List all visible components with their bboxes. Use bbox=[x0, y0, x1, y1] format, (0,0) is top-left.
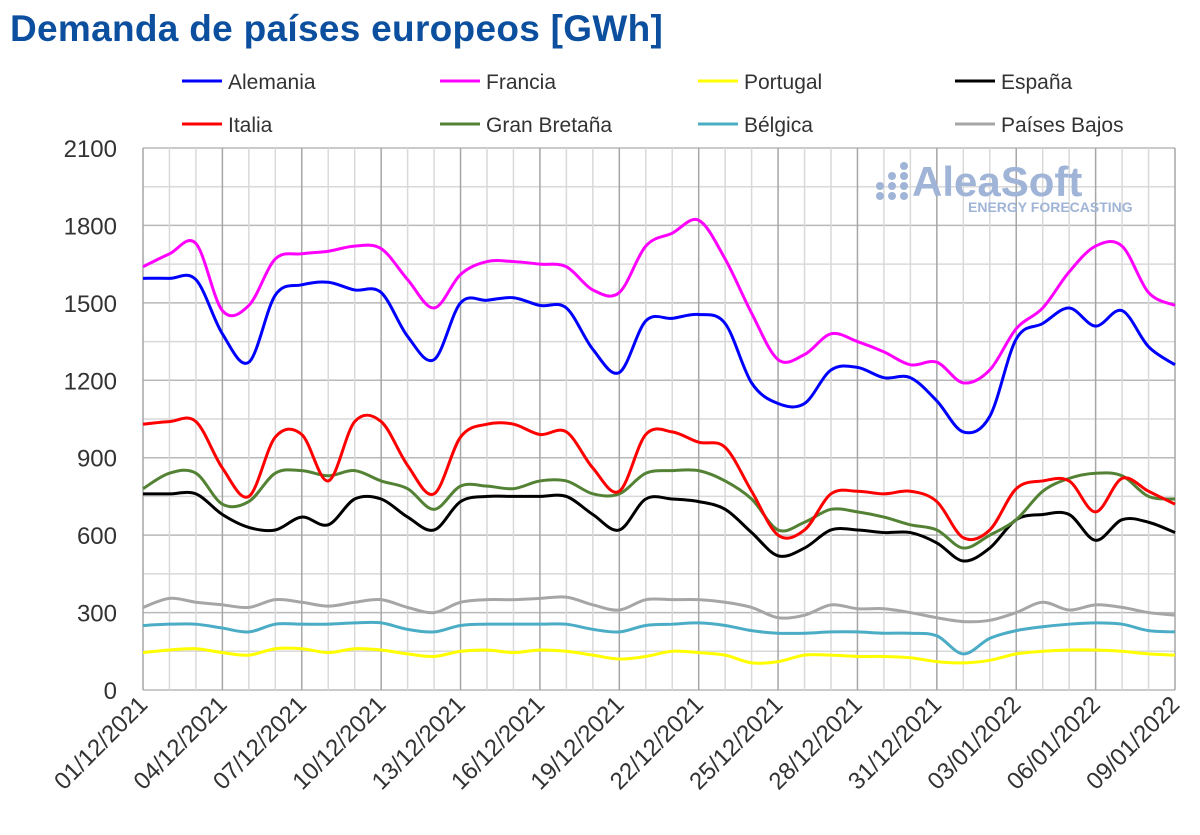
legend-label-bélgica: Bélgica bbox=[744, 114, 813, 137]
legend-label-alemania: Alemania bbox=[228, 71, 316, 94]
y-tick-label: 1500 bbox=[64, 291, 117, 318]
series-line-portugal bbox=[142, 646, 1176, 665]
watermark-dot bbox=[900, 162, 908, 170]
watermark-dot bbox=[876, 192, 884, 200]
series-line-españa bbox=[143, 490, 1176, 563]
y-tick-label: 0 bbox=[104, 678, 117, 705]
watermark-dot bbox=[900, 172, 908, 180]
y-tick-label: 2100 bbox=[64, 136, 117, 163]
watermark-dot bbox=[900, 192, 908, 200]
legend-label-italia: Italia bbox=[228, 114, 273, 137]
series-line-francia bbox=[142, 217, 1176, 385]
y-tick-label: 1800 bbox=[64, 213, 117, 240]
series-line-gran-bretaña bbox=[142, 468, 1176, 550]
series-line-países-bajos bbox=[142, 595, 1176, 624]
watermark-dot bbox=[888, 192, 896, 200]
series-line-bélgica bbox=[142, 620, 1176, 656]
legend-label-españa: España bbox=[1001, 71, 1073, 94]
watermark-dot bbox=[888, 182, 896, 190]
series-line-italia bbox=[142, 413, 1176, 542]
y-tick-label: 900 bbox=[77, 446, 117, 473]
legend-label-gran-bretaña: Gran Bretaña bbox=[486, 114, 612, 137]
watermark-logo: AleaSoft bbox=[912, 158, 1082, 205]
watermark-subtitle: ENERGY FORECASTING bbox=[968, 199, 1133, 215]
legend-label-países-bajos: Países Bajos bbox=[1001, 114, 1124, 137]
watermark-dot bbox=[888, 172, 896, 180]
legend-label-portugal: Portugal bbox=[744, 71, 822, 94]
chart-title: Demanda de países europeos [GWh] bbox=[10, 8, 664, 49]
legend-label-francia: Francia bbox=[486, 71, 556, 94]
watermark-dot bbox=[900, 182, 908, 190]
series-line-alemania bbox=[142, 273, 1176, 435]
y-tick-label: 600 bbox=[77, 523, 117, 550]
y-tick-label: 1200 bbox=[64, 368, 117, 395]
watermark-dot bbox=[876, 182, 884, 190]
y-tick-label: 300 bbox=[77, 601, 117, 628]
